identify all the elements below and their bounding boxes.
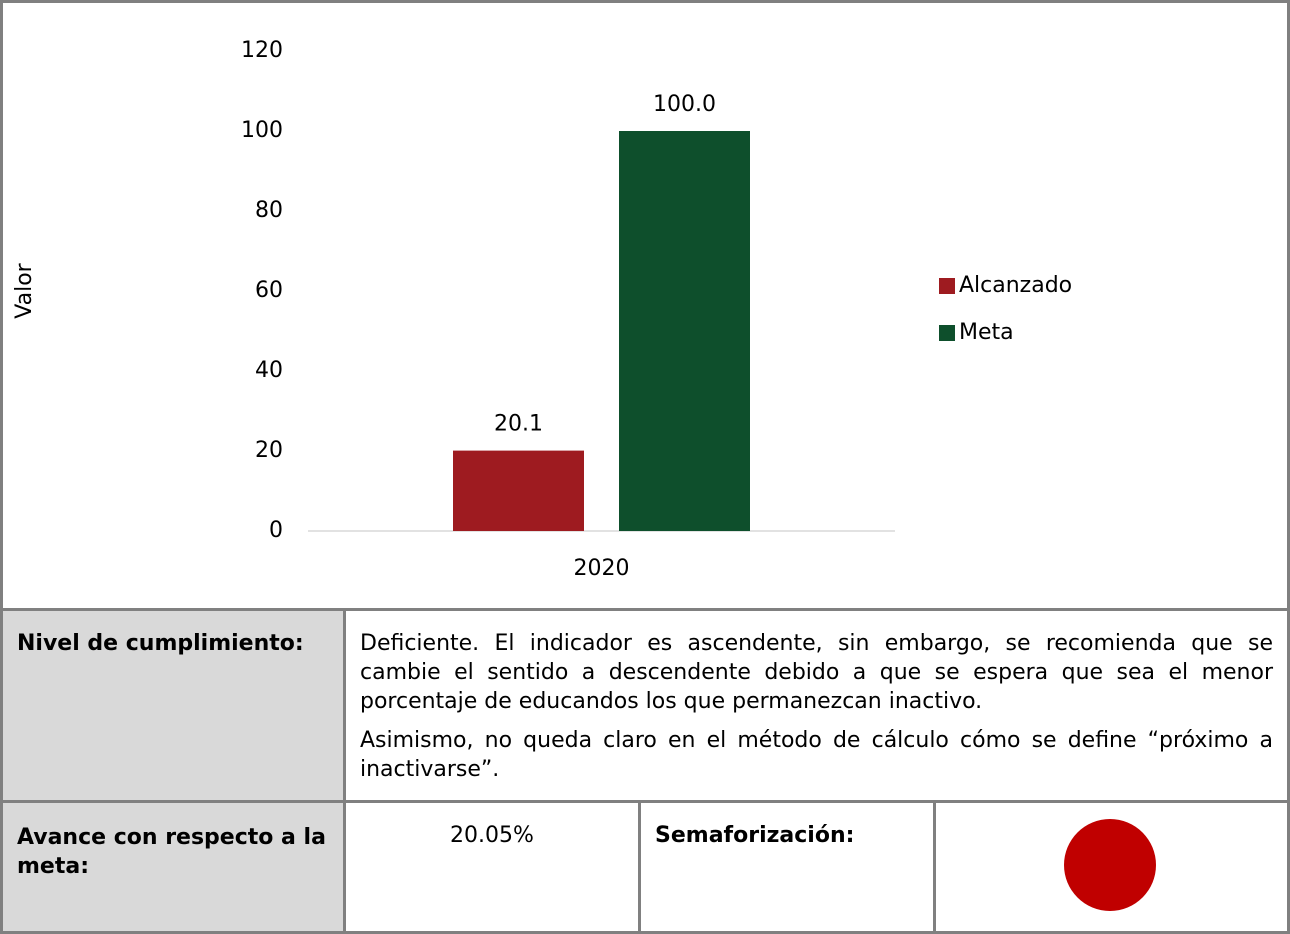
chart: Valor 0 20 40 60 80 100 120 2020 20.1 100.0 Alcanz… [12,38,1072,581]
paragraph: Deficiente. El indicador es ascendente, … [360,631,1273,714]
legend-label: Alcanzado [959,273,1072,298]
y-tick-label: 20 [255,438,283,463]
traffic-light [1064,819,1156,911]
progress-value: 20.05% [450,823,534,848]
compliance-text: Deficiente. El indicador es ascendente, … [346,611,1287,801]
divider [3,608,1287,611]
y-tick-label: 60 [255,278,283,303]
bar [453,450,584,531]
divider [343,611,346,931]
legend-swatch [939,325,955,341]
divider [933,803,936,931]
divider [638,803,641,931]
label: Nivel de cumplimiento: [3,611,343,801]
legend-label: Meta [959,320,1014,345]
y-tick-label: 120 [241,38,283,63]
paragraph: Asimismo, no queda claro en el método de… [360,728,1273,782]
y-tick-label: 0 [269,518,283,543]
y-tick-label: 80 [255,198,283,223]
legend-swatch [939,278,955,294]
label: Semaforización: [655,823,855,848]
data-label: 20.1 [494,412,543,437]
divider [3,800,1287,803]
data-label: 100.0 [653,92,716,117]
y-tick-label: 40 [255,358,283,383]
x-tick-label: 2020 [574,556,630,581]
y-tick-label: 100 [241,118,283,143]
bar [619,131,750,531]
label: Avance con respecto a la meta: [3,803,343,931]
y-axis-label: Valor [12,262,37,318]
